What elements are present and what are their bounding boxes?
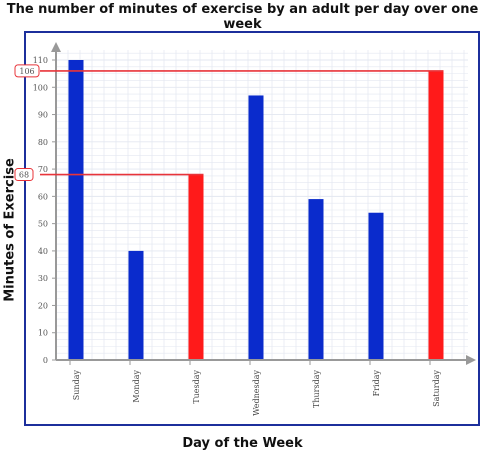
bar-saturday — [428, 70, 444, 360]
y-tick-label-10: 10 — [38, 329, 48, 338]
y-tick-label-0: 0 — [43, 356, 48, 365]
y-axis-arrow — [51, 42, 61, 52]
y-tick-label-20: 20 — [38, 301, 48, 310]
x-tick-label-sunday: Sunday — [72, 370, 81, 401]
y-tick-label-60: 60 — [38, 192, 48, 201]
annotation-label-68: 68 — [19, 171, 29, 180]
annotation-box-106 — [14, 64, 40, 78]
annotation-box-68 — [14, 168, 34, 182]
y-tick-label-80: 80 — [38, 138, 48, 147]
bar-wednesday — [248, 95, 264, 361]
bar-thursday — [308, 199, 324, 360]
y-tick-label-90: 90 — [38, 111, 48, 120]
y-tick-label-110: 110 — [33, 56, 48, 65]
y-tick-label-70: 70 — [38, 165, 48, 174]
x-tick-label-saturday: Saturday — [432, 370, 441, 407]
x-axis-arrow — [466, 355, 476, 365]
bar-friday — [368, 212, 384, 360]
chart-title: The number of minutes of exercise by an … — [6, 2, 479, 32]
bar-tuesday — [188, 174, 204, 360]
x-axis-label: Day of the Week — [182, 436, 303, 451]
annotation-label-106: 106 — [19, 67, 34, 76]
x-tick-label-monday: Monday — [132, 370, 141, 403]
x-tick-label-friday: Friday — [372, 370, 381, 397]
chart-frame — [24, 31, 480, 426]
y-tick-label-40: 40 — [38, 247, 48, 256]
x-tick-label-thursday: Thursday — [312, 370, 321, 408]
y-tick-label-50: 50 — [38, 220, 48, 229]
y-tick-label-30: 30 — [38, 274, 48, 283]
bar-monday — [128, 250, 144, 360]
x-tick-label-wednesday: Wednesday — [252, 370, 261, 416]
y-tick-label-100: 100 — [33, 83, 48, 92]
bar-sunday — [68, 60, 84, 360]
x-tick-label-tuesday: Tuesday — [192, 370, 201, 404]
